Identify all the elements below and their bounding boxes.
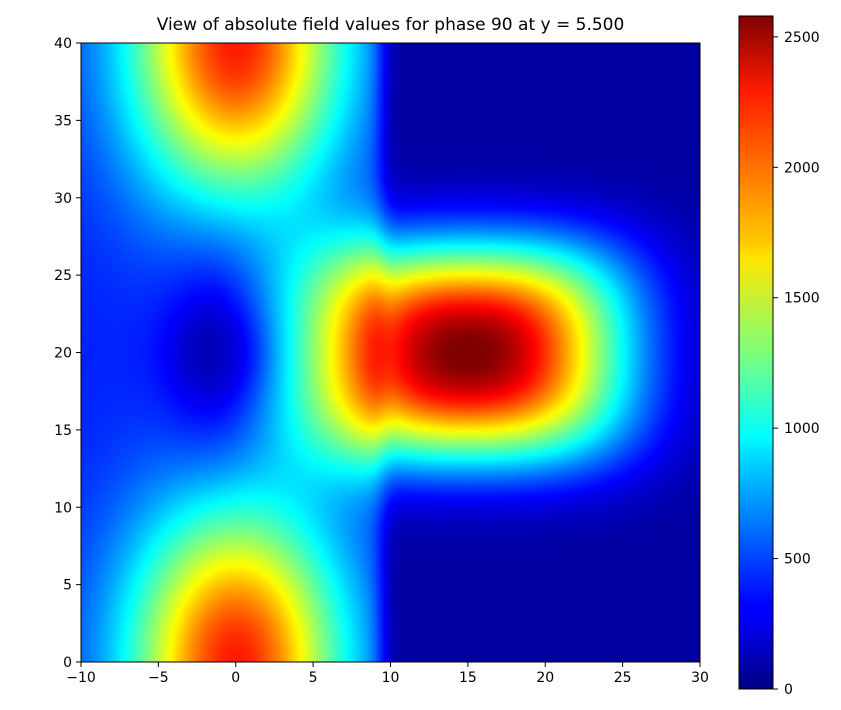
colorbar-ticks: 0 500 1000 1500 2000 2500 (773, 30, 820, 698)
colorbar: 0 500 1000 1500 2000 2500 (738, 15, 820, 698)
chart-title: View of absolute field values for phase … (157, 15, 625, 35)
plot-area (80, 42, 701, 663)
y-tick-label: 15 (54, 423, 72, 439)
y-tick-label: 25 (54, 268, 72, 284)
y-tick-label: 20 (54, 346, 72, 362)
heatmap-image (81, 43, 700, 662)
x-tick-label: 30 (691, 670, 709, 686)
colorbar-tick-label: 1500 (784, 291, 820, 307)
colorbar-tick-label: 1000 (784, 421, 820, 437)
x-tick-label: 5 (309, 670, 318, 686)
x-tick-label: 10 (382, 670, 400, 686)
x-tick-label: 20 (536, 670, 554, 686)
y-tick-label: 30 (54, 191, 72, 207)
x-tick-label: 0 (231, 670, 240, 686)
colorbar-tick-label: 0 (784, 682, 793, 698)
x-tick-label: −10 (66, 670, 96, 686)
y-axis: 0 5 10 15 20 25 30 35 40 (54, 36, 81, 671)
y-tick-label: 35 (54, 113, 72, 129)
colorbar-gradient (738, 15, 774, 690)
x-tick-label: 25 (614, 670, 632, 686)
colorbar-tick-label: 2000 (784, 160, 820, 176)
x-axis: −10 −5 0 5 10 15 20 25 30 (66, 662, 709, 686)
colorbar-tick-label: 500 (784, 552, 811, 568)
y-tick-label: 40 (54, 36, 72, 52)
y-tick-label: 10 (54, 500, 72, 516)
y-tick-label: 0 (63, 655, 72, 671)
y-tick-label: 5 (63, 578, 72, 594)
x-tick-label: 15 (459, 670, 477, 686)
colorbar-tick-label: 2500 (784, 30, 820, 46)
x-tick-label: −5 (148, 670, 169, 686)
